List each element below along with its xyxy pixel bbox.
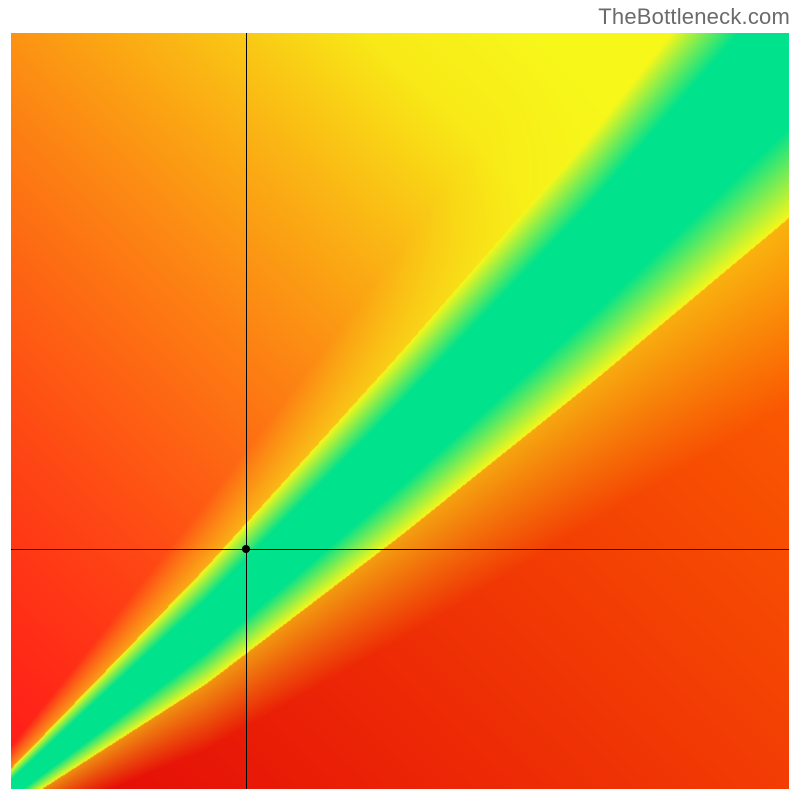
attribution-text: TheBottleneck.com bbox=[598, 4, 790, 30]
heatmap-plot bbox=[11, 33, 789, 789]
crosshair-point bbox=[242, 545, 250, 553]
heatmap-canvas bbox=[11, 33, 789, 789]
crosshair-vertical bbox=[246, 33, 247, 789]
crosshair-horizontal bbox=[11, 549, 789, 550]
